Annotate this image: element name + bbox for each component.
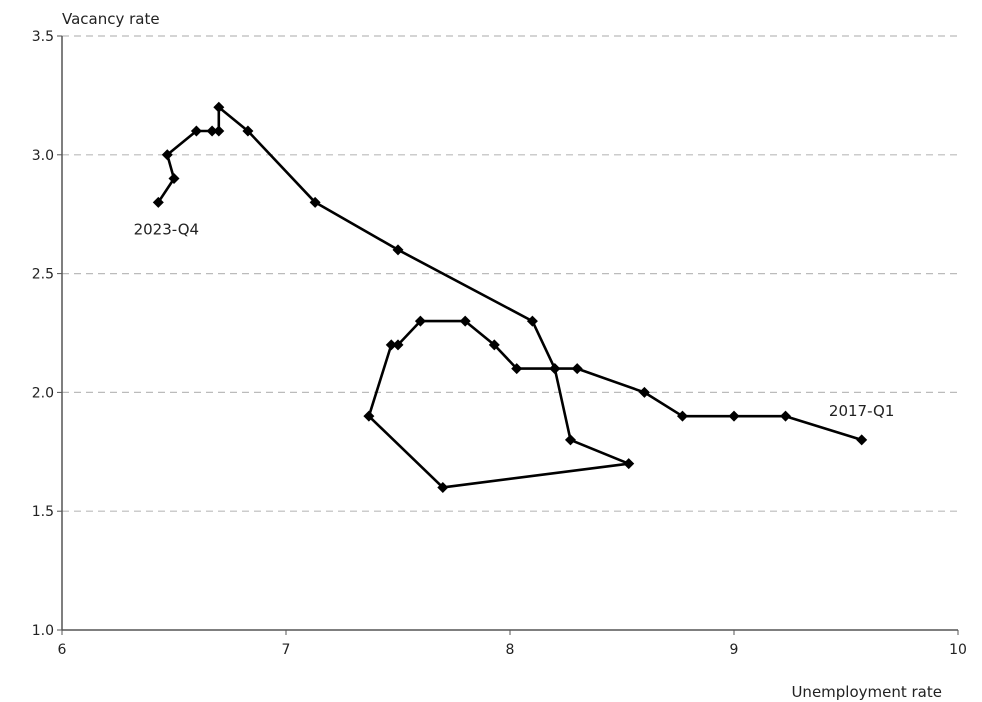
data-point-marker	[392, 244, 404, 256]
y-tick-label: 3.5	[32, 29, 54, 45]
axes	[57, 35, 959, 635]
data-point-marker	[728, 410, 740, 422]
y-tick-label: 1.0	[32, 623, 54, 639]
x-axis-title: Unemployment rate	[791, 683, 942, 701]
data-point-marker	[623, 458, 635, 470]
data-point-marker	[511, 363, 523, 375]
data-point-marker	[190, 125, 202, 137]
data-point-marker	[213, 125, 225, 137]
data-point-marker	[309, 196, 321, 208]
data-point-marker	[437, 481, 449, 493]
gridlines	[62, 35, 958, 512]
data-point-marker	[676, 410, 688, 422]
x-tick-label: 9	[730, 642, 739, 658]
data-point-marker	[242, 125, 254, 137]
y-tick-label: 2.0	[32, 385, 54, 401]
x-tick-label: 7	[282, 642, 291, 658]
annotations: 2017-Q1 2023-Q4	[134, 220, 895, 420]
x-tick-label: 6	[58, 642, 67, 658]
data-point-marker	[638, 386, 650, 398]
data-point-marker	[549, 363, 561, 375]
x-tick-labels: 6 7 8 9 10	[58, 642, 967, 658]
y-tick-label: 2.5	[32, 267, 54, 283]
y-tick-label: 1.5	[32, 504, 54, 520]
x-tick-label: 8	[506, 642, 515, 658]
data-point-marker	[152, 196, 164, 208]
annotation-label: 2023-Q4	[134, 220, 200, 238]
data-point-marker	[161, 149, 173, 161]
data-point-marker	[564, 434, 576, 446]
data-point-marker	[392, 339, 404, 351]
y-axis-title: Vacancy rate	[62, 10, 160, 28]
data-point-marker	[571, 363, 583, 375]
data-point-marker	[385, 339, 397, 351]
y-tick-label: 3.0	[32, 148, 54, 164]
data-point-marker	[414, 315, 426, 327]
data-point-marker	[488, 339, 500, 351]
x-tick-label: 10	[949, 642, 967, 658]
annotation-label: 2017-Q1	[829, 402, 895, 420]
data-point-marker	[459, 315, 471, 327]
data-point-marker	[526, 315, 538, 327]
data-point-marker	[780, 410, 792, 422]
data-series	[152, 101, 868, 493]
data-point-marker	[168, 173, 180, 185]
data-point-marker	[206, 125, 218, 137]
data-point-marker	[856, 434, 868, 446]
data-point-marker	[363, 410, 375, 422]
y-tick-labels: 1.0 1.5 2.0 2.5 3.0 3.5	[32, 29, 54, 639]
series-line	[157, 106, 863, 489]
data-point-marker	[213, 101, 225, 113]
